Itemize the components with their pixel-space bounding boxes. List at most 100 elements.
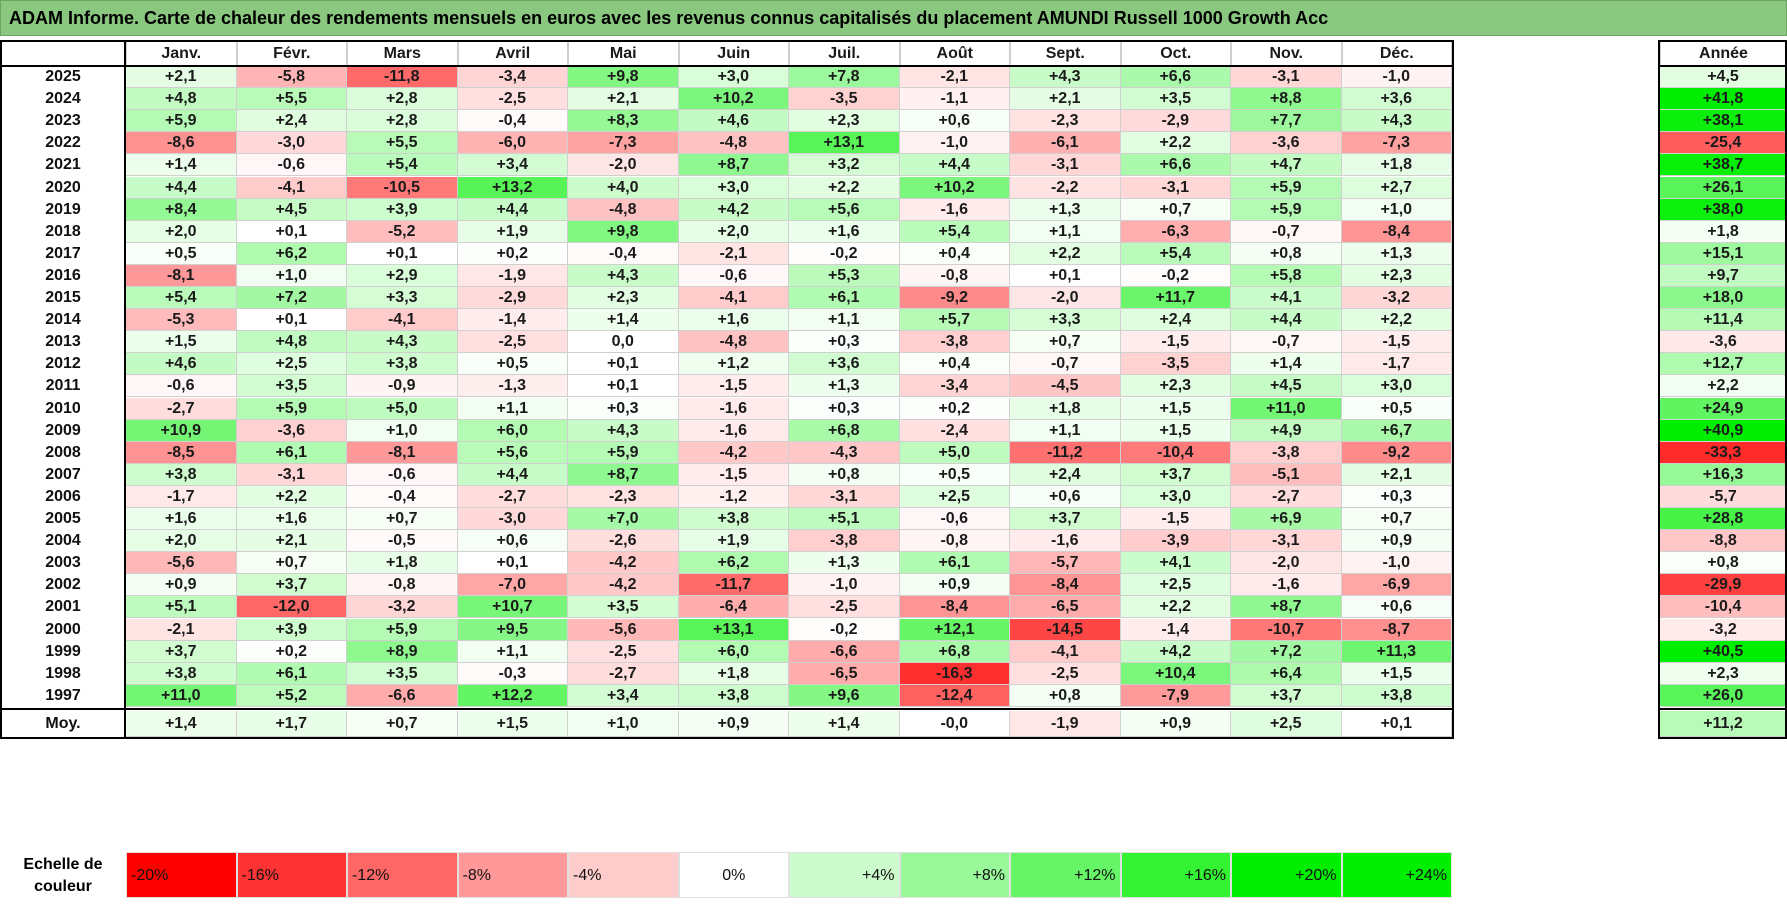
heat-cell: +5,6 bbox=[457, 441, 568, 464]
heat-cell: +0,1 bbox=[1010, 264, 1121, 287]
heat-cell: +5,9 bbox=[568, 441, 679, 464]
year-label: 2005 bbox=[45, 510, 81, 527]
heat-cell: +11,3 bbox=[1341, 640, 1452, 663]
heat-cell: -0,6 bbox=[347, 463, 458, 486]
heat-cell: +1,9 bbox=[678, 530, 789, 553]
heat-cell: -6,6 bbox=[347, 684, 458, 707]
year-total-cell: +0,8 bbox=[1660, 552, 1787, 575]
heat-cell: -11,8 bbox=[347, 66, 458, 89]
heat-cell: +7,8 bbox=[789, 66, 900, 89]
year-total-cell: +11,4 bbox=[1660, 309, 1787, 332]
month-header: Déc. bbox=[1341, 40, 1452, 66]
heat-cell: +2,3 bbox=[789, 110, 900, 133]
heat-cell: +5,9 bbox=[1231, 198, 1342, 221]
heat-cell: -1,0 bbox=[1341, 552, 1452, 575]
heat-cell: -0,7 bbox=[1231, 220, 1342, 243]
heat-cell: +10,9 bbox=[126, 419, 237, 442]
heat-cell: +4,9 bbox=[1231, 419, 1342, 442]
heat-cell: -0,4 bbox=[347, 485, 458, 508]
heat-cell: +1,4 bbox=[1231, 353, 1342, 376]
color-scale-swatch: -16% bbox=[236, 852, 347, 898]
heat-cell: -1,5 bbox=[1120, 508, 1231, 531]
heat-cell: -2,5 bbox=[1010, 662, 1121, 685]
heat-cell: +0,1 bbox=[236, 220, 347, 243]
heat-cell: +8,8 bbox=[1231, 88, 1342, 111]
heat-cell: +6,2 bbox=[678, 552, 789, 575]
heat-cell: -8,5 bbox=[126, 441, 237, 464]
heat-cell: +3,6 bbox=[1341, 88, 1452, 111]
heat-cell: +5,9 bbox=[1231, 176, 1342, 199]
heat-cell: -14,5 bbox=[1010, 618, 1121, 641]
heat-cell: +6,7 bbox=[1341, 419, 1452, 442]
year-total-cell: +26,1 bbox=[1660, 176, 1787, 199]
color-scale-swatch: +16% bbox=[1120, 852, 1231, 898]
year-label: 2004 bbox=[45, 532, 81, 550]
year-label: 2012 bbox=[45, 355, 81, 373]
heat-cell: +10,4 bbox=[1120, 662, 1231, 685]
heat-cell: +3,0 bbox=[678, 176, 789, 199]
heat-cell: +11,0 bbox=[1231, 397, 1342, 420]
heat-cell: +0,1 bbox=[457, 552, 568, 575]
heat-cell: +0,9 bbox=[1341, 530, 1452, 553]
heat-cell: +3,4 bbox=[568, 684, 679, 707]
heat-cell: +9,5 bbox=[457, 618, 568, 641]
year-label: 2010 bbox=[45, 399, 81, 417]
year-total-cell: -10,4 bbox=[1660, 596, 1787, 619]
heat-cell: -4,3 bbox=[789, 441, 900, 464]
month-header: Août bbox=[899, 40, 1010, 66]
heat-cell: -1,6 bbox=[899, 198, 1010, 221]
heat-cell: +12,1 bbox=[899, 618, 1010, 641]
month-header: Janv. bbox=[126, 40, 237, 66]
heat-cell: +4,1 bbox=[1120, 552, 1231, 575]
heat-cell: -1,7 bbox=[126, 485, 237, 508]
heat-cell: +0,6 bbox=[457, 530, 568, 553]
heat-cell: +2,2 bbox=[1010, 242, 1121, 265]
year-label: 2008 bbox=[45, 443, 81, 461]
heat-cell: +2,1 bbox=[126, 66, 237, 89]
heat-cell: -8,4 bbox=[1010, 574, 1121, 597]
average-cell: +0,7 bbox=[347, 710, 458, 737]
heat-cell: +5,4 bbox=[899, 220, 1010, 243]
heat-cell: -1,6 bbox=[1010, 530, 1121, 553]
heat-cell: +0,7 bbox=[1341, 508, 1452, 531]
heat-cell: +3,8 bbox=[126, 463, 237, 486]
year-label: 2003 bbox=[45, 554, 81, 572]
year-label: 2021 bbox=[45, 156, 81, 174]
heat-cell: -1,5 bbox=[1120, 331, 1231, 354]
year-label: 2009 bbox=[45, 421, 81, 439]
heat-cell: +5,4 bbox=[126, 287, 237, 310]
year-label: 2020 bbox=[45, 178, 81, 196]
heat-cell: +3,8 bbox=[1341, 684, 1452, 707]
heat-cell: -3,5 bbox=[789, 88, 900, 111]
heat-cell: +3,7 bbox=[1010, 508, 1121, 531]
year-label: 2017 bbox=[45, 244, 81, 262]
year-label: 2011 bbox=[45, 377, 81, 395]
heat-cell: +0,4 bbox=[899, 242, 1010, 265]
heat-cell: -1,5 bbox=[1341, 331, 1452, 354]
heat-cell: -0,6 bbox=[678, 264, 789, 287]
year-total-cell: +40,5 bbox=[1660, 640, 1787, 663]
year-total-cell: -8,8 bbox=[1660, 530, 1787, 553]
heat-cell: +4,3 bbox=[1010, 66, 1121, 89]
heat-cell: -0,3 bbox=[457, 662, 568, 685]
year-total-cell: +28,8 bbox=[1660, 508, 1787, 531]
heat-cell: -2,1 bbox=[678, 242, 789, 265]
heat-cell: +10,2 bbox=[678, 88, 789, 111]
heat-cell: +7,0 bbox=[568, 508, 679, 531]
heat-cell: +1,9 bbox=[457, 220, 568, 243]
heat-cell: -2,5 bbox=[568, 640, 679, 663]
heat-cell: +1,5 bbox=[126, 331, 237, 354]
heat-cell: -8,4 bbox=[1341, 220, 1452, 243]
heat-cell: +1,0 bbox=[347, 419, 458, 442]
heat-cell: +3,5 bbox=[568, 596, 679, 619]
heat-cell: +6,8 bbox=[789, 419, 900, 442]
heat-cell: -3,4 bbox=[457, 66, 568, 89]
heat-cell: +4,3 bbox=[568, 419, 679, 442]
heat-cell: +0,7 bbox=[1010, 331, 1121, 354]
heat-cell: +6,8 bbox=[899, 640, 1010, 663]
heat-cell: -2,9 bbox=[457, 287, 568, 310]
heat-cell: +4,5 bbox=[236, 198, 347, 221]
heat-cell: +6,0 bbox=[678, 640, 789, 663]
heat-cell: +4,5 bbox=[1231, 375, 1342, 398]
heat-cell: +6,1 bbox=[236, 441, 347, 464]
